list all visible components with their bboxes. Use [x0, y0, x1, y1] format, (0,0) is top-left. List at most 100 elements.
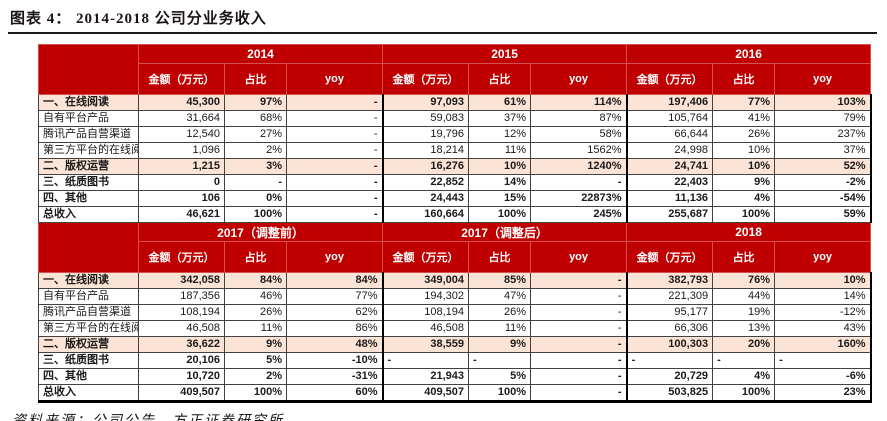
share-cell: 20%	[712, 336, 776, 353]
row-label: 腾讯产品自营渠道	[38, 304, 139, 321]
yoy-cell: 22873%	[530, 190, 628, 207]
table-body: 一、在线阅读 342,058 84% 84% 349,004 85% -382,793 76%…	[38, 272, 872, 402]
yoy-cell: 52%	[774, 158, 872, 175]
share-cell: 9%	[468, 336, 532, 353]
row-label: 四、其他	[38, 368, 139, 385]
yoy-cell: -10%	[285, 352, 384, 369]
table-row: 第三方平台的在线阅读1,0962%-18,21411%1562%24,99810…	[38, 142, 872, 159]
yoy-cell: -	[285, 174, 384, 191]
amount-cell: 36,622	[138, 336, 225, 353]
sub-header-row: 金额（万元） 占比 yoy 金额（万元） 占比 yoy 金额（万元） 占比 yoy	[39, 63, 872, 95]
amount-cell: 20,729	[626, 368, 714, 385]
share-cell: 11%	[468, 142, 532, 159]
yoy-cell: -	[530, 304, 628, 321]
yoy-cell: -	[285, 190, 384, 207]
share-cell: 19%	[712, 304, 776, 321]
yoy-cell: -	[530, 352, 628, 369]
year-header-row: 2017（调整前） 2017（调整后） 2018	[38, 222, 872, 273]
share-cell: -	[712, 352, 776, 369]
table-body: 一、在线阅读 45,300 97% -97,093 61% 114% 197,406 77% 1…	[38, 94, 872, 223]
amount-cell: 187,356	[138, 288, 225, 305]
share-cell: 76%	[712, 272, 776, 289]
yoy-cell: -	[530, 368, 628, 385]
amount-cell: 18,214	[382, 142, 470, 159]
row-label: 三、纸质图书	[38, 352, 139, 369]
revenue-table: 2014 2015 2016 金额（万元） 占比 yoy 金额（万元） 占比 yoy 金额（万元）…	[38, 44, 872, 403]
table-row: 二、版权运营 36,622 9% 48% 38,559 9% -100,303 20% 160%	[38, 336, 872, 353]
year-header: 2018	[626, 222, 872, 242]
amount-cell: 46,621	[138, 206, 225, 223]
yoy-cell: 37%	[774, 142, 872, 159]
amount-cell: 59,083	[382, 110, 470, 127]
row-label: 总收入	[38, 206, 139, 223]
share-cell: 44%	[712, 288, 776, 305]
amount-cell: 31,664	[138, 110, 225, 127]
amount-cell: 108,194	[138, 304, 225, 321]
yoy-cell: 160%	[774, 336, 872, 353]
amount-cell: 160,664	[382, 206, 470, 223]
amount-cell: 46,508	[138, 320, 225, 337]
yoy-cell: 43%	[774, 320, 872, 337]
table-row: 总收入 409,507 100% 60% 409,507 100% -503,825 100%…	[38, 384, 872, 402]
yoy-cell: -12%	[774, 304, 872, 321]
yoy-cell: 86%	[285, 320, 384, 337]
share-cell: 100%	[712, 384, 776, 402]
amount-cell: 194,302	[382, 288, 470, 305]
corner-cell	[38, 44, 139, 95]
amount-cell: 409,507	[138, 384, 225, 402]
table-row: 自有平台产品 187,356 46% 77% 194,302 47% -221,309 44%…	[38, 288, 872, 305]
table-row: 一、在线阅读 45,300 97% -97,093 61% 114% 197,406 77% 1…	[38, 94, 872, 111]
yoy-cell: -	[530, 384, 628, 402]
year-header: 2017（调整后）	[382, 222, 628, 242]
row-label: 总收入	[38, 384, 139, 402]
table-row: 自有平台产品 31,664 68% -59,083 37% 87% 105,764 41% 79…	[38, 110, 872, 127]
share-cell: -	[468, 352, 532, 369]
share-cell: 61%	[468, 94, 532, 111]
share-cell: 12%	[468, 126, 532, 143]
amount-cell: 11,136	[626, 190, 714, 207]
yoy-cell: -	[285, 94, 384, 111]
yoy-cell: 245%	[530, 206, 628, 223]
yoy-cell: -	[774, 352, 872, 369]
share-cell: 77%	[712, 94, 776, 111]
column-header: yoy	[774, 63, 872, 95]
column-header: yoy	[774, 241, 872, 273]
row-label: 腾讯产品自营渠道	[38, 126, 139, 143]
column-header: yoy	[530, 63, 628, 95]
amount-cell: 22,403	[626, 174, 714, 191]
source-note: 资料来源：公司公告，方正证券研究所	[12, 410, 887, 421]
table-row: 四、其他 10,720 2% -31% 21,943 5% -20,729 4% -6%	[38, 368, 872, 385]
yoy-cell: -	[285, 158, 384, 175]
share-cell: 2%	[224, 142, 287, 159]
share-cell: 100%	[224, 206, 287, 223]
amount-cell: 197,406	[626, 94, 714, 111]
column-header: 占比	[468, 241, 532, 273]
yoy-cell: 237%	[774, 126, 872, 143]
amount-cell: 22,852	[382, 174, 470, 191]
amount-cell: 24,998	[626, 142, 714, 159]
share-cell: 26%	[224, 304, 287, 321]
yoy-cell: 114%	[530, 94, 628, 111]
share-cell: 14%	[468, 174, 532, 191]
figure-title: 图表 4： 2014-2018 公司分业务收入	[10, 11, 267, 27]
share-cell: 9%	[712, 174, 776, 191]
column-header: yoy	[285, 241, 384, 273]
row-label: 三、纸质图书	[38, 174, 139, 191]
column-header: 占比	[712, 63, 776, 95]
yoy-cell: 103%	[774, 94, 872, 111]
amount-cell: 221,309	[626, 288, 714, 305]
table-row: 腾讯产品自营渠道 108,194 26% 62% 108,194 26% -95,177 19…	[38, 304, 872, 321]
yoy-cell: 58%	[530, 126, 628, 143]
yoy-cell: 59%	[774, 206, 872, 223]
table-row: 四、其他 106 0% -24,443 15% 22873% 11,136 4% -54%	[38, 190, 872, 207]
share-cell: 100%	[712, 206, 776, 223]
column-header: 金额（万元）	[138, 63, 225, 95]
row-label: 二、版权运营	[38, 336, 139, 353]
amount-cell: 106	[138, 190, 225, 207]
share-cell: 37%	[468, 110, 532, 127]
share-cell: 15%	[468, 190, 532, 207]
share-cell: 2%	[224, 368, 287, 385]
share-cell: 46%	[224, 288, 287, 305]
row-label: 第三方平台的在线阅读	[38, 142, 139, 159]
amount-cell: 503,825	[626, 384, 714, 402]
